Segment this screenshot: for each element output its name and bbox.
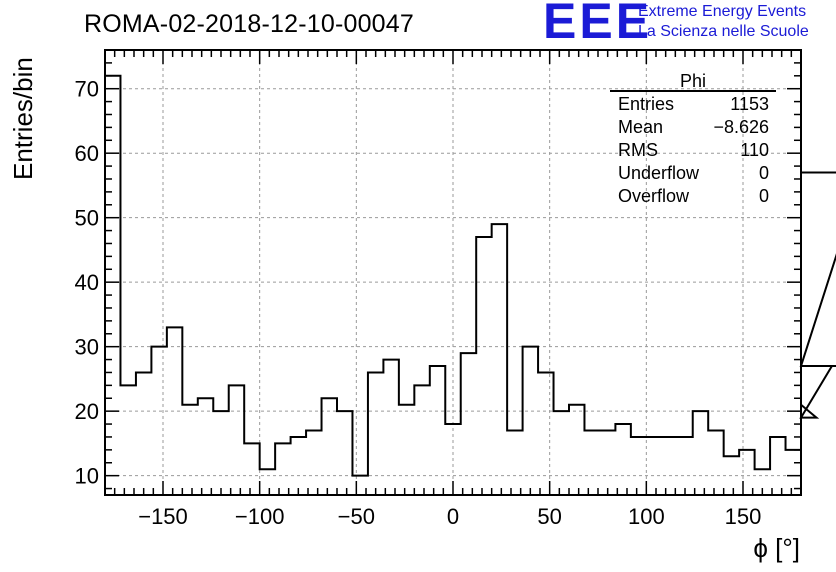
stats-value-underflow: 0 xyxy=(759,163,769,183)
x-tick-label: 150 xyxy=(725,504,762,529)
grid-lines xyxy=(105,50,801,495)
stats-value-rms: 110 xyxy=(740,140,769,160)
axis-ticks xyxy=(105,50,802,495)
x-tick-label: −100 xyxy=(235,504,285,529)
stats-value-mean: −8.626 xyxy=(713,117,769,137)
x-tick-labels: −150 −100 −50 0 50 100 150 xyxy=(138,504,761,529)
eee-logo-mark: EEE xyxy=(543,0,653,49)
stats-label-rms: RMS xyxy=(618,140,658,160)
stats-label-underflow: Underflow xyxy=(618,163,700,183)
x-tick-label: −50 xyxy=(338,504,375,529)
x-tick-label: 100 xyxy=(628,504,665,529)
y-tick-label: 50 xyxy=(75,206,99,231)
y-tick-labels: 10 20 30 40 50 60 70 xyxy=(75,77,99,489)
chart-title: ROMA-02-2018-12-10-00047 xyxy=(84,10,414,38)
y-tick-label: 30 xyxy=(75,335,99,360)
stats-name: Phi xyxy=(680,71,706,91)
y-tick-label: 20 xyxy=(75,399,99,424)
y-tick-label: 60 xyxy=(75,141,99,166)
stats-label-overflow: Overflow xyxy=(618,186,690,206)
y-axis-title: Entries/bin xyxy=(8,57,38,180)
stats-label-entries: Entries xyxy=(618,94,674,114)
y-tick-label: 70 xyxy=(75,77,99,102)
y-tick-label: 10 xyxy=(75,464,99,489)
histogram-line xyxy=(105,74,836,477)
x-tick-label: −150 xyxy=(138,504,188,529)
logo-line-1: Extreme Energy Events xyxy=(638,3,807,20)
x-tick-label: 50 xyxy=(537,504,561,529)
x-axis-title: ϕ [°] xyxy=(753,533,800,563)
logo-line-2: La Scienza nelle Scuole xyxy=(638,23,809,40)
stats-label-mean: Mean xyxy=(618,117,663,137)
y-tick-label: 40 xyxy=(75,270,99,295)
eee-logo: EEE Extreme Energy Events La Scienza nel… xyxy=(543,0,833,49)
x-tick-label: 0 xyxy=(447,504,459,529)
stats-value-overflow: 0 xyxy=(759,186,769,206)
stats-value-entries: 1153 xyxy=(730,94,769,114)
stats-box: Phi Entries 1153 Mean −8.626 RMS 110 Und… xyxy=(610,71,776,206)
